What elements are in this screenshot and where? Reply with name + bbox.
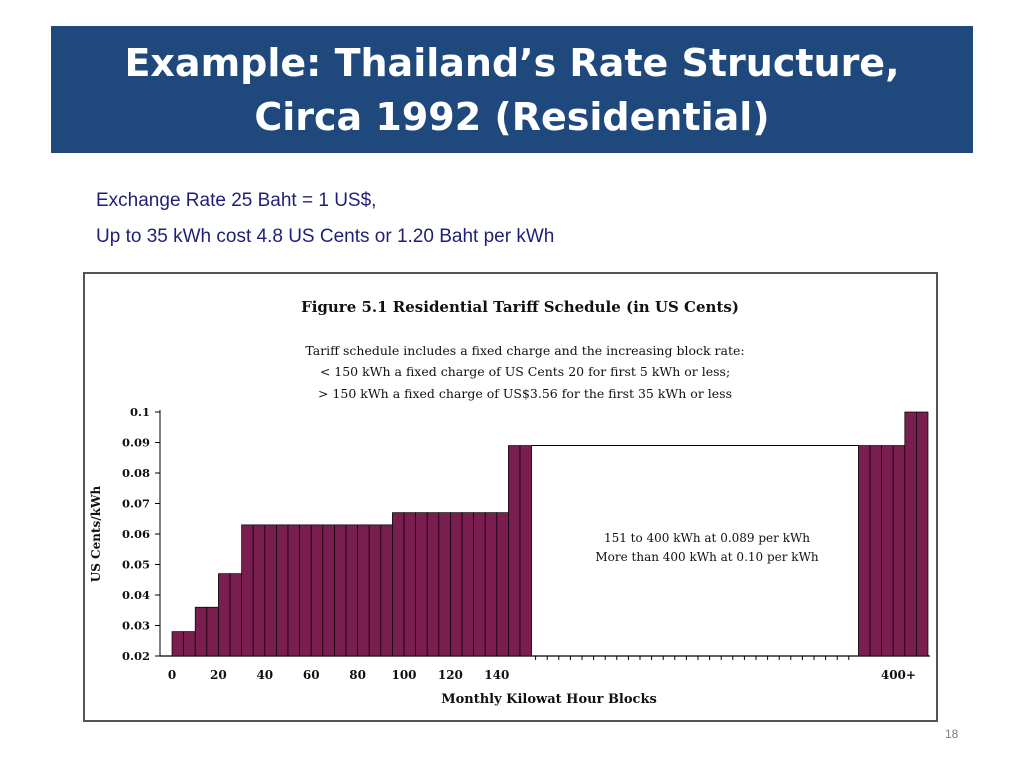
bar [310,524,324,657]
x-tick-label: 20 [210,668,227,682]
exchange-rate-text: Exchange Rate 25 Baht = 1 US$, [96,190,377,211]
bar [241,524,254,657]
y-axis-label: US Cents/kWh [89,486,103,583]
y-tick-label: 0.03 [122,619,150,633]
x-tick-label: 100 [391,668,416,682]
bar [403,512,416,657]
x-tick-label-400plus: 400+ [881,668,916,682]
bar [183,631,196,657]
y-tick-label: 0.04 [122,588,150,602]
bar-400plus [881,445,894,657]
y-tick-label: 0.08 [122,466,150,480]
bar [368,524,382,657]
y-tick-label: 0.02 [122,649,150,663]
bar [508,445,521,657]
x-tick-label: 60 [303,668,320,682]
bar [334,524,347,657]
x-tick-label: 120 [438,668,463,682]
bar-400plus [916,411,929,657]
bar [415,512,428,657]
bar-400plus [858,445,871,657]
y-tick-label: 0.07 [122,497,150,511]
title-line-1: Example: Thailand’s Rate Structure, [124,40,900,85]
rate-note-text: Up to 35 kWh cost 4.8 US Cents or 1.20 B… [96,226,555,247]
bar [287,524,300,657]
plot-area: 0.02 0.03 0.04 0.05 0.06 0.07 0.08 0.09 0.1 0 20 40… [122,405,930,682]
annotation-line-2: More than 400 kWh at 0.10 per kWh [595,550,819,564]
bar [392,512,405,657]
x-axis-label: Monthly Kilowat Hour Blocks [441,692,657,707]
x-tick-label: 40 [256,668,273,682]
bar [380,524,393,657]
bar [461,512,474,657]
x-tick-label: 140 [484,668,509,682]
title-bar: Example: Thailand’s Rate Structure, Circ… [51,26,973,153]
bar [194,606,208,657]
bar [171,631,184,657]
bar [496,512,509,657]
chart-title: Figure 5.1 Residential Tariff Schedule (… [301,298,739,316]
bar [322,524,335,657]
bar [218,573,231,657]
annotation-line-1: 151 to 400 kWh at 0.089 per kWh [604,531,810,545]
bar [426,512,440,657]
bar [252,524,266,657]
bar [299,524,312,657]
chart-note-line-2: < 150 kWh a fixed charge of US Cents 20 … [320,364,730,379]
bar [345,524,358,657]
y-tick-label: 0.05 [122,558,150,572]
y-tick-label: 0.09 [122,436,150,450]
y-tick-label: 0.1 [130,405,150,419]
slide-title: Example: Thailand’s Rate Structure, Circ… [51,36,973,144]
bar-400plus [869,445,882,657]
title-line-2: Circa 1992 (Residential) [254,94,770,139]
chart-note-line-3: > 150 kWh a fixed charge of US$3.56 for … [318,386,732,401]
bar [264,524,277,657]
bar [229,573,242,657]
x-tick-label: 80 [349,668,366,682]
bar [206,606,219,657]
x-tick-label: 0 [168,668,176,682]
bar [438,512,451,657]
y-tick-label: 0.06 [122,527,150,541]
bar [484,512,498,657]
bar-400plus [904,411,917,657]
chart-note-line-1: Tariff schedule includes a fixed charge … [305,343,744,358]
bar [519,445,532,657]
bar [473,512,486,657]
bar [450,512,463,657]
bar [357,524,370,657]
tariff-chart: Figure 5.1 Residential Tariff Schedule (… [89,298,930,707]
bar-400plus [892,445,906,657]
page-number: 18 [945,727,959,741]
bar [276,524,289,657]
